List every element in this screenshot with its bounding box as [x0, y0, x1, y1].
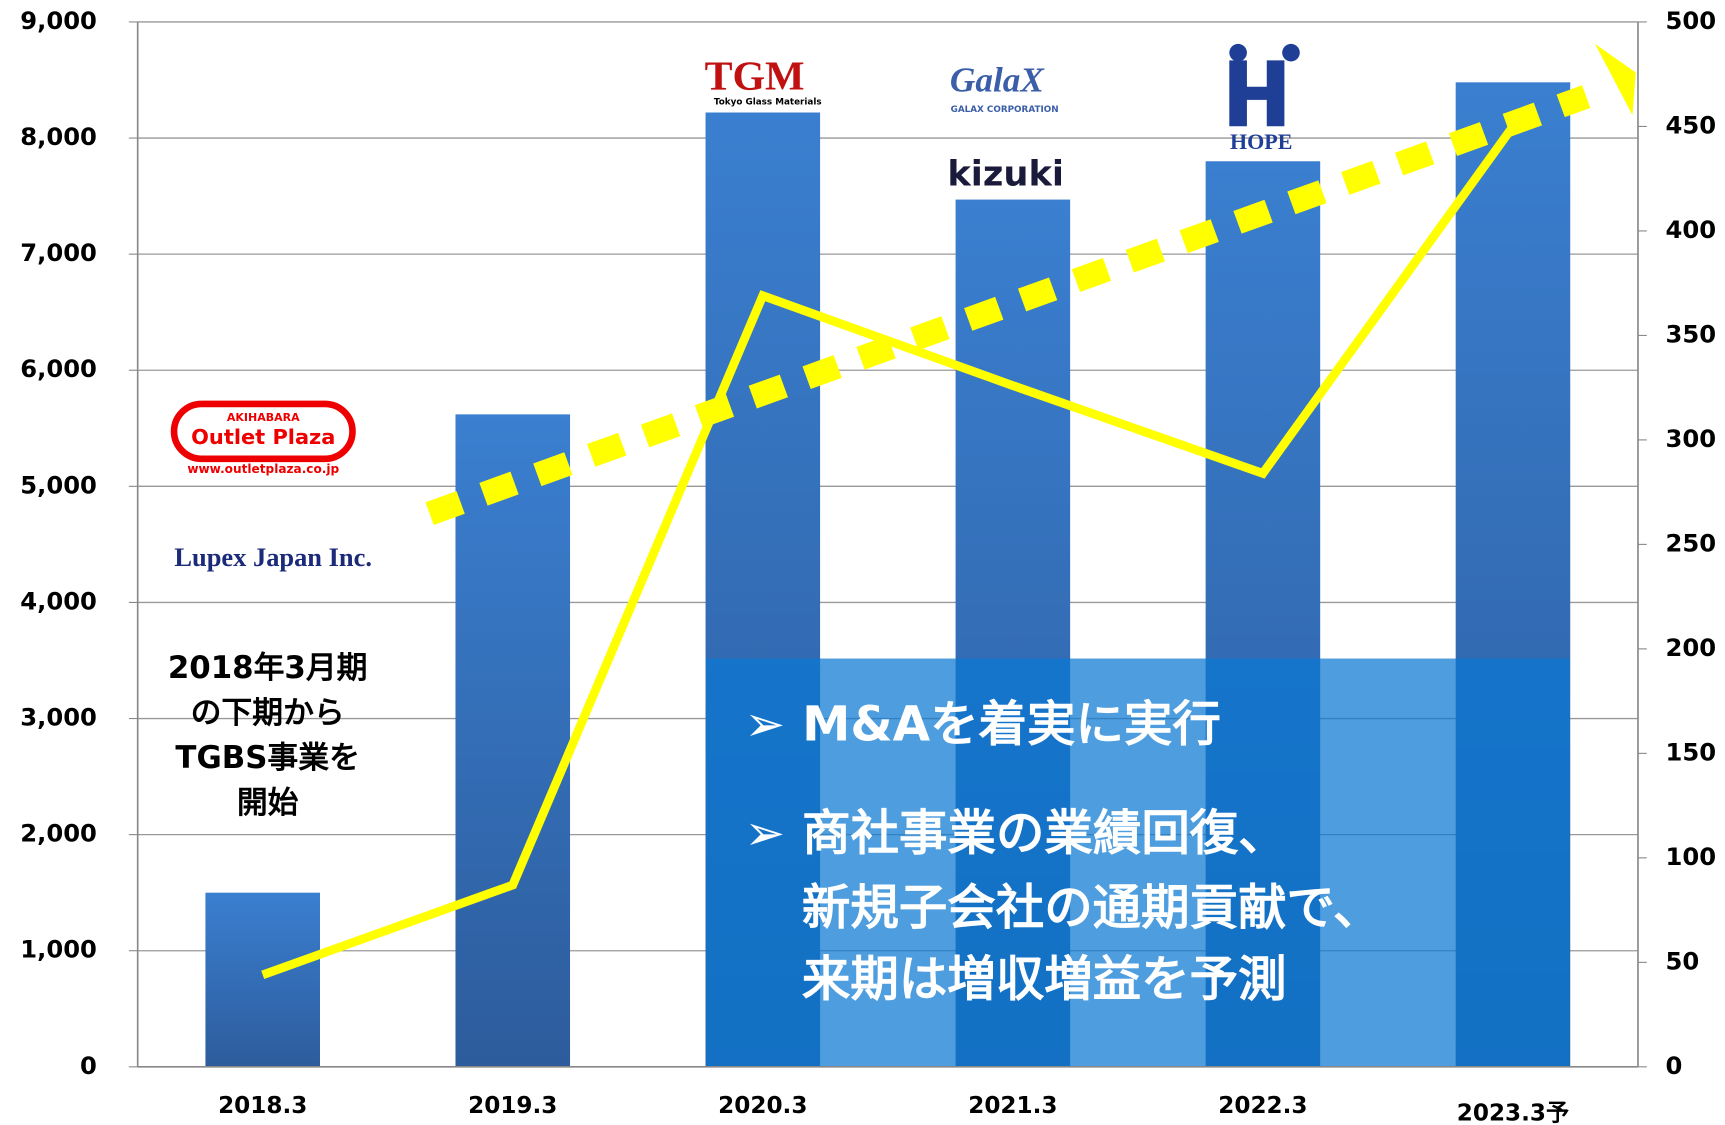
logo-frame — [170, 400, 356, 463]
y2-tick-label: 50 — [1666, 947, 1700, 975]
x-tick-label: 2023.3予 — [1457, 1101, 1569, 1125]
bar — [205, 892, 320, 1067]
y-tick-label: 0 — [80, 1052, 97, 1080]
line — [261, 123, 1517, 980]
logo-text: GalaX — [950, 61, 1046, 100]
y-tick-label: 5,000 — [20, 471, 97, 499]
logo-icon — [1229, 60, 1285, 127]
y2-tick-label: 450 — [1666, 111, 1717, 139]
callout-text: 新規子会社の通期貢献で、 — [802, 880, 1382, 936]
logo-text: kizuki — [947, 154, 1064, 195]
y-tick-label: 2,000 — [20, 820, 97, 848]
callout-text: 来期は増収増益を予測 — [802, 951, 1287, 1007]
logo-text: Outlet Plaza — [191, 425, 335, 449]
y-tick-label: 4,000 — [20, 587, 97, 615]
y2-tick-label: 300 — [1666, 425, 1717, 453]
logo-icon — [1282, 43, 1300, 62]
y2-tick-label: 200 — [1666, 634, 1717, 662]
x-tick-label: 2018.3 — [218, 1093, 307, 1119]
logo-text: AKIHABARA — [227, 411, 300, 424]
y2-tick-label: 350 — [1666, 320, 1717, 348]
y2-tick-label: 250 — [1666, 529, 1717, 557]
logo-icon — [1229, 43, 1247, 62]
annotation: の下期から — [191, 695, 345, 731]
y-tick-label: 7,000 — [20, 239, 97, 267]
lines — [261, 123, 1517, 980]
logo-text: TGM — [705, 54, 805, 100]
y2-tick-label: 150 — [1666, 738, 1717, 766]
y-tick-label: 3,000 — [20, 704, 97, 732]
y-tick-label: 6,000 — [20, 355, 97, 383]
callout-text: ➢ M&Aを着実に実行 — [745, 697, 1221, 753]
callout-box — [706, 658, 1570, 1067]
logo-text: HOPE — [1230, 129, 1292, 154]
y2-tick-label: 100 — [1666, 843, 1717, 871]
x-tick-label: 2022.3 — [1218, 1093, 1307, 1119]
y2-tick-label: 400 — [1666, 216, 1717, 244]
grid — [137, 21, 1638, 1068]
logo-text: GALAX CORPORATION — [951, 105, 1059, 115]
logo-text: Tokyo Glass Materials — [714, 98, 822, 108]
y2-tick-label: 0 — [1666, 1052, 1683, 1080]
y-tick-label: 1,000 — [20, 936, 97, 964]
y-tick-label: 8,000 — [20, 123, 97, 151]
logo-text: www.outletplaza.co.jp — [187, 462, 339, 476]
bar — [455, 414, 571, 1067]
annotation: 2018年3月期 — [168, 650, 368, 686]
annotation: 開始 — [237, 785, 299, 821]
y2-tick-label: 500 — [1666, 7, 1717, 35]
x-tick-label: 2021.3 — [968, 1093, 1057, 1119]
trend-arrowhead — [1595, 43, 1636, 116]
axes: 0 1,000 2,000 3,000 4,000 5,000 6,000 7,000 8,00… — [20, 7, 1716, 1125]
y-tick-label: 9,000 — [20, 7, 97, 35]
x-tick-label: 2019.3 — [468, 1093, 557, 1119]
logo-text: Lupex Japan Inc. — [174, 542, 372, 572]
callout-text: ➢ 商社事業の業績回復、 — [745, 805, 1287, 861]
annotation: TGBS事業を — [175, 740, 359, 776]
x-tick-label: 2020.3 — [718, 1093, 807, 1119]
